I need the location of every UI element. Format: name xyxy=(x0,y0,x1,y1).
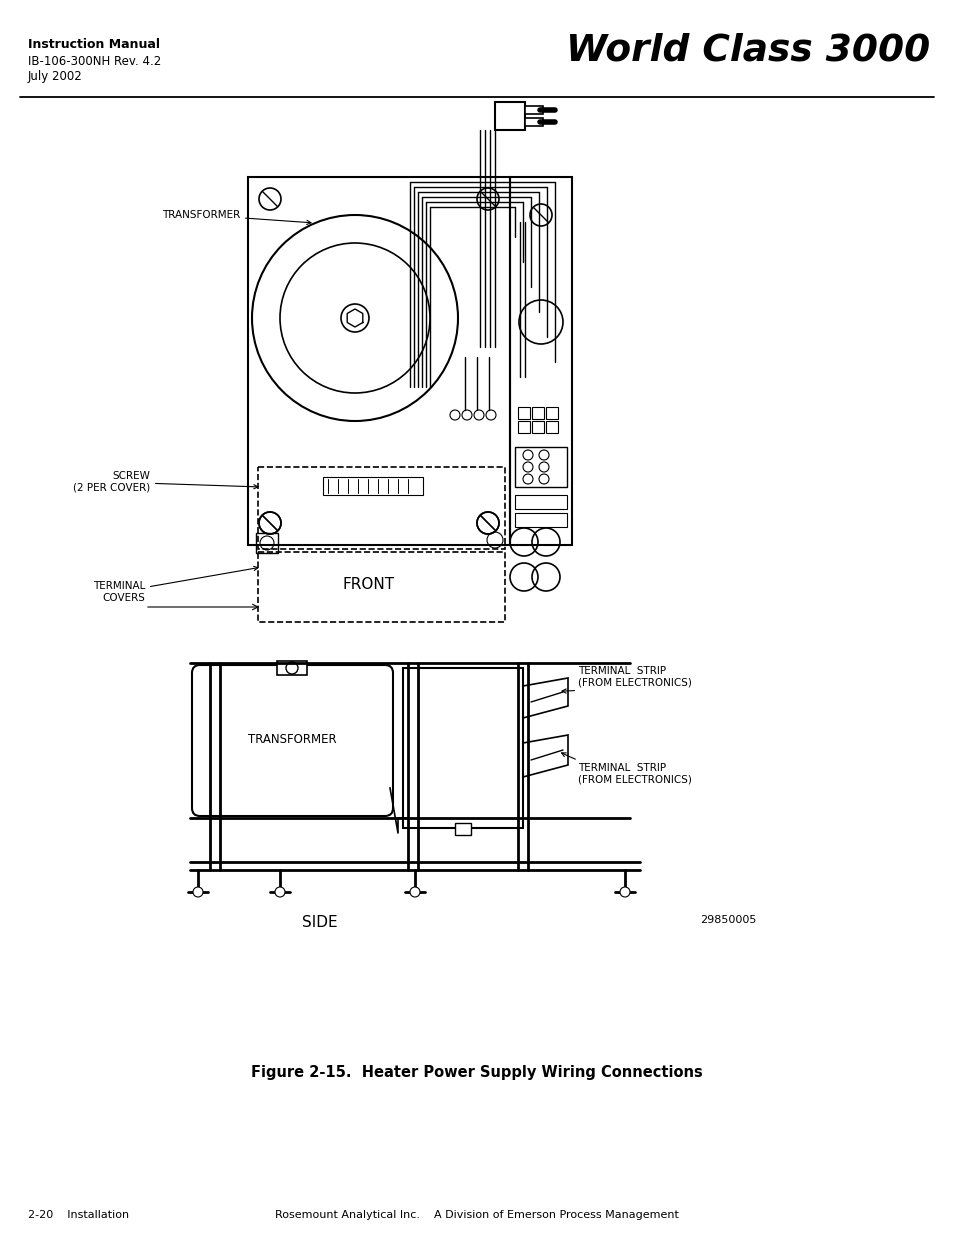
Text: 2-20    Installation: 2-20 Installation xyxy=(28,1210,129,1220)
Circle shape xyxy=(619,887,629,897)
Bar xyxy=(323,477,422,495)
Bar xyxy=(532,421,543,433)
Bar xyxy=(255,534,277,553)
Bar xyxy=(517,421,530,433)
Bar xyxy=(545,421,558,433)
Bar xyxy=(402,668,522,827)
Text: July 2002: July 2002 xyxy=(28,70,83,83)
Bar xyxy=(524,106,542,114)
Text: TERMINAL  STRIP
(FROM ELECTRONICS): TERMINAL STRIP (FROM ELECTRONICS) xyxy=(561,753,691,784)
Text: TERMINAL  STRIP
(FROM ELECTRONICS): TERMINAL STRIP (FROM ELECTRONICS) xyxy=(561,666,691,693)
Bar xyxy=(524,119,542,126)
Bar xyxy=(495,103,524,130)
Text: Rosemount Analytical Inc.    A Division of Emerson Process Management: Rosemount Analytical Inc. A Division of … xyxy=(274,1210,679,1220)
Polygon shape xyxy=(522,735,567,777)
Circle shape xyxy=(286,662,297,674)
Bar xyxy=(248,177,510,545)
Text: IB-106-300NH Rev. 4.2: IB-106-300NH Rev. 4.2 xyxy=(28,56,161,68)
Bar xyxy=(276,661,307,676)
Circle shape xyxy=(410,887,419,897)
Bar xyxy=(515,495,566,509)
Text: SCREW
(2 PER COVER): SCREW (2 PER COVER) xyxy=(72,472,257,493)
Text: 29850005: 29850005 xyxy=(700,915,756,925)
Bar xyxy=(257,467,504,550)
FancyBboxPatch shape xyxy=(192,664,393,816)
Text: Figure 2-15.  Heater Power Supply Wiring Connections: Figure 2-15. Heater Power Supply Wiring … xyxy=(251,1065,702,1079)
Bar xyxy=(515,513,566,527)
Circle shape xyxy=(193,887,203,897)
Bar xyxy=(517,408,530,419)
Bar xyxy=(510,177,572,545)
Text: TRANSFORMER: TRANSFORMER xyxy=(248,734,336,746)
Bar xyxy=(257,552,504,622)
Text: FRONT: FRONT xyxy=(342,577,395,592)
Bar xyxy=(545,408,558,419)
Circle shape xyxy=(274,887,285,897)
Text: TERMINAL
COVERS: TERMINAL COVERS xyxy=(92,567,257,603)
Text: SIDE: SIDE xyxy=(302,915,337,930)
Bar xyxy=(455,823,471,835)
Bar xyxy=(532,408,543,419)
Text: TRANSFORMER: TRANSFORMER xyxy=(162,210,311,225)
Bar xyxy=(515,447,566,487)
Text: World Class 3000: World Class 3000 xyxy=(565,32,929,68)
Polygon shape xyxy=(522,678,567,718)
Text: Instruction Manual: Instruction Manual xyxy=(28,38,160,51)
